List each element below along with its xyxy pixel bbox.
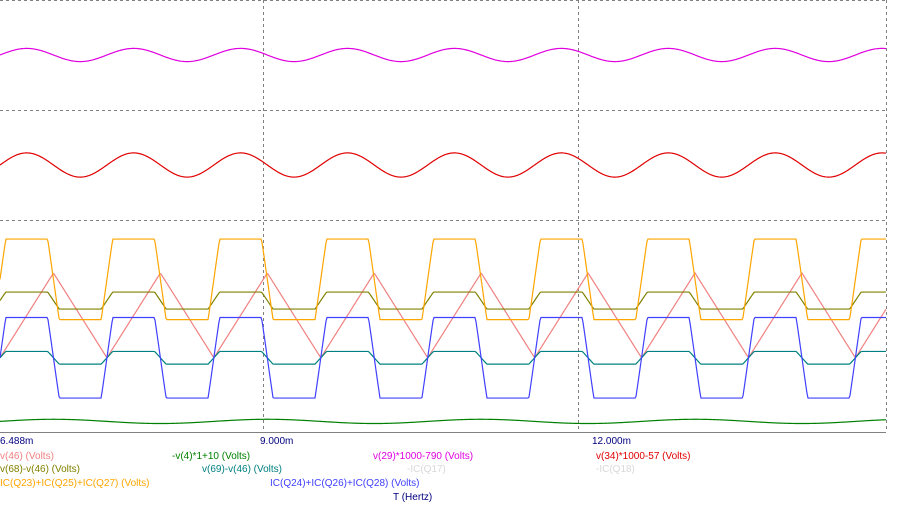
series-line-1 — [0, 291, 886, 310]
x-axis-label: T (Hertz) — [393, 492, 433, 503]
legend-item: v(46) (Volts) — [0, 451, 54, 462]
series-line-3 — [0, 418, 887, 425]
series-line-8 — [0, 152, 887, 178]
series-line-5 — [0, 316, 886, 399]
x-tick-label: 9.000m — [260, 436, 294, 447]
legend-item: IC(Q23)+IC(Q25)+IC(Q27) (Volts) — [0, 478, 150, 489]
series-line-2 — [0, 238, 886, 321]
x-tick-label: 6.488m — [0, 436, 34, 447]
series-line-4 — [0, 350, 886, 365]
chart-series-lines — [0, 47, 887, 425]
legend-item: -v(4)*1+10 (Volts) — [172, 451, 251, 462]
series-line-0 — [0, 271, 887, 359]
legend-item: v(29)*1000-790 (Volts) — [373, 451, 474, 462]
legend-item: -IC(Q18) — [596, 464, 635, 475]
legend-item: IC(Q24)+IC(Q26)+IC(Q28) (Volts) — [270, 478, 420, 489]
legend-item: -IC(Q17) — [407, 464, 446, 475]
series-line-6 — [0, 47, 887, 63]
x-tick-label: 12.000m — [592, 436, 631, 447]
legend-item: v(34)*1000-57 (Volts) — [596, 451, 691, 462]
legend-item: v(68)-v(46) (Volts) — [0, 464, 81, 475]
legend-item: v(69)-v(46) (Volts) — [202, 464, 283, 475]
chart-grid — [0, 0, 887, 433]
